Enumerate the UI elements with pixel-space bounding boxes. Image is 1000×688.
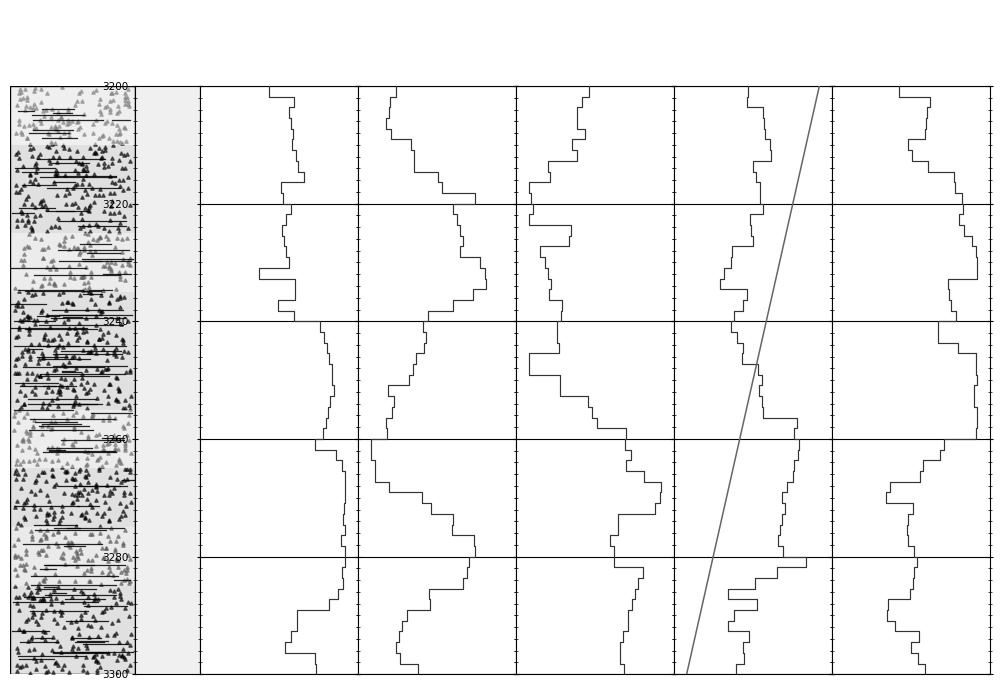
Bar: [10, 86, 135, 144]
Bar: [10, 233, 135, 292]
Bar: [10, 409, 135, 469]
Bar: [10, 527, 135, 586]
